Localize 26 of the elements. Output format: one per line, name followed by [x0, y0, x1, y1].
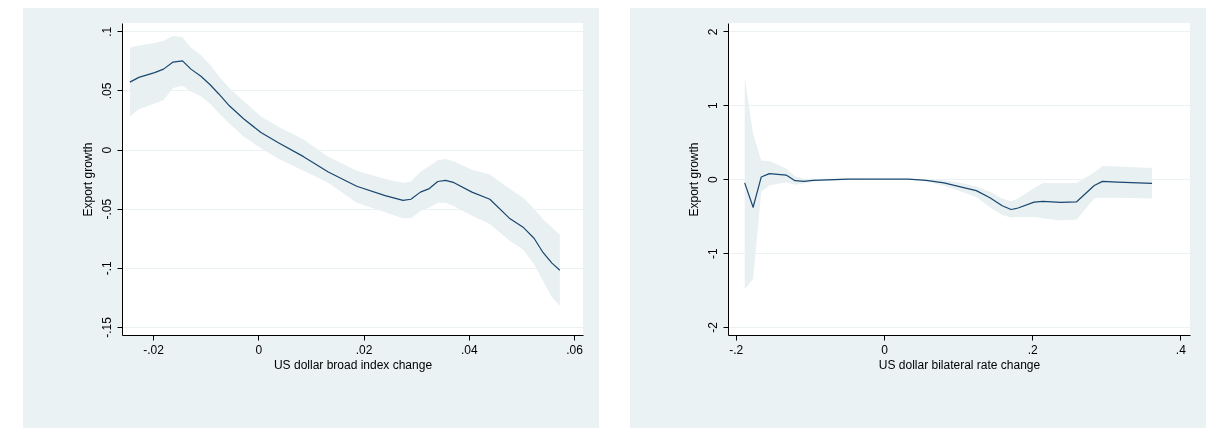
- x-tick-label: 0: [255, 342, 263, 357]
- line-series: [744, 173, 1153, 211]
- y-tick-label: 0: [99, 146, 114, 154]
- y-tick-label: -1: [705, 247, 720, 259]
- y-axis-title: Export growth: [80, 142, 95, 217]
- x-tick-label: .06: [566, 342, 584, 357]
- y-tick-label: .05: [99, 82, 114, 100]
- y-tick-label: 2: [705, 28, 720, 36]
- y-tick-label: -.15: [99, 316, 114, 338]
- x-tick-label: .02: [355, 342, 373, 357]
- x-axis-title: US dollar broad index change: [273, 357, 433, 372]
- x-tick-label: .4: [1175, 342, 1187, 357]
- y-tick-label: -.1: [99, 261, 114, 276]
- x-axis-title: US dollar bilateral rate change: [878, 357, 1041, 372]
- x-tick-label: 0: [881, 342, 889, 357]
- y-tick-label: -.05: [99, 198, 114, 220]
- x-tick-label: -.02: [143, 342, 165, 357]
- y-tick-label: 0: [705, 176, 720, 184]
- y-axis-title: Export growth: [686, 142, 701, 217]
- line-series: [129, 60, 561, 271]
- y-tick-label: -2: [705, 321, 720, 333]
- x-tick-label: .04: [460, 342, 478, 357]
- y-tick-label: .1: [99, 26, 114, 37]
- y-tick-label: 1: [705, 102, 720, 110]
- x-tick-label: -.2: [729, 342, 744, 357]
- x-tick-label: .2: [1027, 342, 1038, 357]
